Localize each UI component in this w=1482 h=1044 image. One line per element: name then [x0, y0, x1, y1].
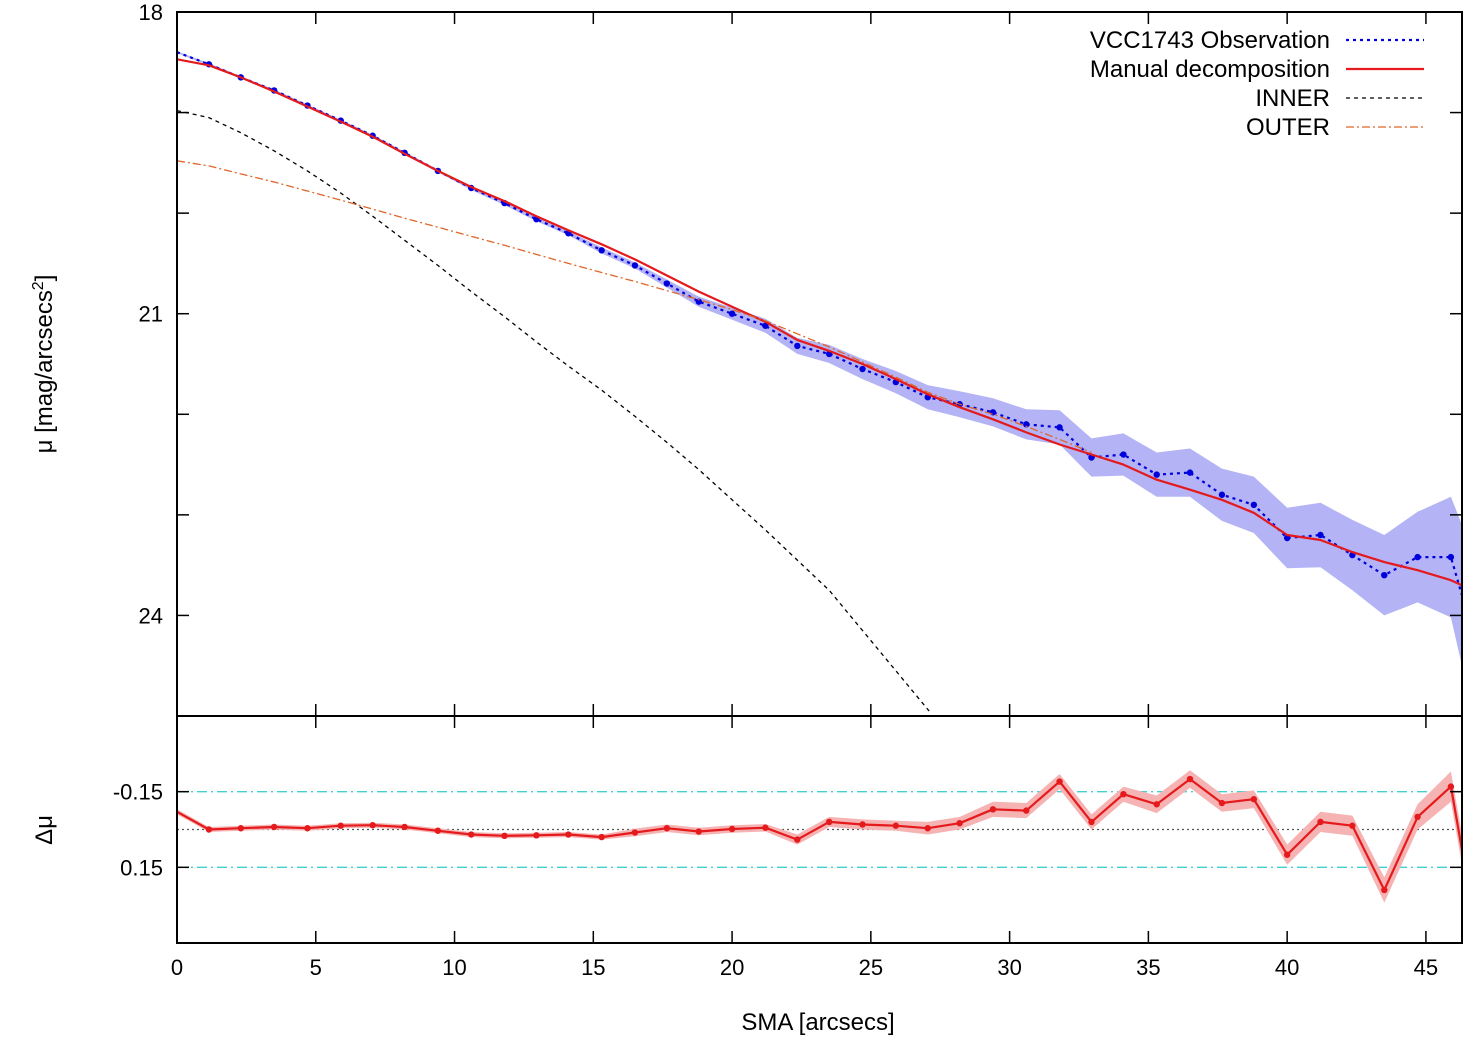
main-series-0-point	[1056, 424, 1063, 431]
main-series-0-point	[1414, 553, 1421, 561]
main-series-0-point	[1153, 471, 1160, 478]
residual-series-0-point	[1414, 813, 1421, 821]
main-series-0-point	[1283, 534, 1291, 542]
y-axis-title-main-text: μ [mag/arcsecs	[31, 290, 58, 453]
main-series-0-point	[663, 280, 671, 287]
residual-series-0-point	[728, 825, 736, 833]
main-series-0-point	[859, 365, 866, 373]
x-axis-title: SMA [arcsecs]	[741, 1009, 894, 1036]
residual-series-0-point	[401, 823, 408, 831]
residual-series-0-point	[337, 822, 344, 829]
main-series-2-line	[177, 109, 930, 712]
residual-series-0-point	[1120, 790, 1127, 798]
residual-series-0-point	[598, 833, 605, 841]
residual-series-0-point	[434, 827, 442, 834]
residual-series-0-point	[237, 825, 245, 832]
x-tick-label: 45	[1414, 955, 1438, 980]
residual-series-0-error-band	[177, 770, 1462, 903]
main-series-0-point	[762, 322, 769, 329]
residual-series-0-point	[1218, 799, 1226, 807]
residual-series-0-point	[762, 824, 769, 831]
residual-series-0-point	[695, 828, 702, 835]
residual-series-0-point	[205, 826, 213, 833]
y-axis-title-residual: Δμ	[31, 815, 58, 845]
main-series-0-point	[989, 409, 997, 416]
main-series-0-point	[1250, 501, 1258, 508]
y-tick-label: 0.15	[120, 855, 163, 880]
plot-area-main	[177, 51, 1462, 712]
residual-series-0-point	[270, 823, 278, 831]
main-series-0-point	[1186, 469, 1194, 476]
residual-series-0-point	[1381, 886, 1388, 894]
x-tick-label: 20	[720, 955, 744, 980]
residual-series-0-point	[533, 832, 540, 839]
y-tick-label: 21	[139, 302, 163, 327]
main-series-0-point	[695, 298, 702, 305]
main-series-0-point	[794, 342, 801, 350]
residual-panel: 0 5 10 15 20 25 30 35 40 45 0.15 -0.15	[113, 715, 1463, 980]
residual-series-0-point	[924, 825, 931, 832]
legend-label: Manual decomposition	[1090, 56, 1330, 83]
legend-label: INNER	[1255, 85, 1330, 112]
x-tick-label: 35	[1136, 955, 1160, 980]
residual-series-0-point	[1250, 796, 1258, 803]
y-axis-title-main-sup: 2	[30, 281, 47, 290]
y-tick-label: 24	[139, 603, 163, 628]
residual-series-0-point	[826, 818, 833, 826]
residual-series-0-point	[794, 836, 801, 843]
residual-series-0-point	[501, 832, 508, 840]
legend-label: VCC1743 Observation	[1090, 27, 1330, 54]
x-tick-label: 5	[310, 955, 322, 980]
residual-series-0-point	[989, 806, 997, 813]
main-series-0-point	[1381, 572, 1388, 579]
main-series-3-line	[177, 160, 1092, 454]
residual-series-0-point	[859, 821, 866, 828]
residual-series-0-point	[369, 822, 376, 829]
y-axis-title-main: μ [mag/arcsecs2]	[30, 275, 58, 454]
residual-series-0-point	[1153, 801, 1160, 808]
residual-series-0-point	[1023, 807, 1030, 814]
main-series-0-point	[1023, 421, 1030, 428]
x-tick-label: 40	[1275, 955, 1299, 980]
y-tick-label: 18	[139, 0, 163, 25]
residual-series-0-point	[1186, 775, 1194, 783]
residual-series-0-point	[631, 829, 639, 836]
residual-series-0-line	[177, 777, 1462, 892]
x-tick-label: 30	[997, 955, 1021, 980]
main-series-0-point	[1120, 451, 1127, 458]
frame-residual	[176, 715, 1463, 944]
main-series-0-point	[1447, 553, 1455, 561]
main-series-0-point	[598, 247, 605, 254]
x-tick-label: 25	[859, 955, 883, 980]
main-series-0-error-band	[177, 51, 1462, 666]
main-series-0-point	[1218, 491, 1226, 498]
residual-series-0-point	[663, 825, 671, 832]
residual-series-0-point	[1088, 818, 1095, 826]
main-series-0-point	[728, 310, 736, 317]
plot-area-residual	[177, 770, 1462, 903]
x-tick-label: 15	[581, 955, 605, 980]
residual-series-0-point	[892, 822, 900, 829]
legend-label: OUTER	[1246, 114, 1330, 141]
residual-series-0-point	[467, 831, 475, 838]
residual-series-0-point	[1317, 818, 1324, 826]
residual-series-0-point	[1349, 822, 1356, 829]
x-tick-label: 10	[442, 955, 466, 980]
residual-series-0-point	[1447, 783, 1455, 790]
main-series-0-point	[1317, 531, 1324, 539]
residual-series-0-point	[956, 819, 963, 827]
residual-series-0-point	[304, 825, 311, 832]
main-series-1-line	[177, 58, 1462, 587]
residual-series-0-point	[565, 831, 572, 838]
main-series-0-point	[631, 262, 639, 269]
y-tick-label: -0.15	[113, 780, 163, 805]
x-tick-label: 0	[171, 955, 183, 980]
residual-series-0-point	[1283, 851, 1291, 858]
y-axis-title-main-tail: ]	[31, 275, 58, 282]
residual-series-0-point	[1056, 778, 1063, 785]
